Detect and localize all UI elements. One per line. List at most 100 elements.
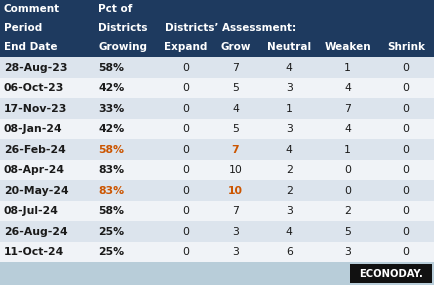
- Bar: [260, 201, 318, 221]
- Text: 0: 0: [182, 145, 189, 155]
- Bar: [94, 221, 161, 242]
- Bar: [161, 78, 210, 98]
- Text: 08-Apr-24: 08-Apr-24: [4, 165, 65, 175]
- Text: 58%: 58%: [98, 63, 124, 73]
- Bar: [161, 57, 210, 78]
- Bar: [210, 37, 260, 57]
- Bar: [349, 264, 431, 283]
- Bar: [260, 19, 318, 37]
- Bar: [376, 57, 434, 78]
- Text: 0: 0: [401, 104, 408, 114]
- Text: 3: 3: [231, 247, 238, 257]
- Bar: [0, 119, 94, 139]
- Text: 2: 2: [285, 186, 292, 196]
- Text: Shrink: Shrink: [386, 42, 424, 52]
- Bar: [318, 119, 376, 139]
- Bar: [260, 160, 318, 180]
- Text: 3: 3: [231, 227, 238, 237]
- Bar: [210, 201, 260, 221]
- Text: 7: 7: [343, 104, 350, 114]
- Bar: [210, 78, 260, 98]
- Bar: [376, 221, 434, 242]
- Bar: [210, 119, 260, 139]
- Bar: [94, 57, 161, 78]
- Text: 3: 3: [343, 247, 350, 257]
- Bar: [94, 180, 161, 201]
- Text: 25%: 25%: [98, 247, 124, 257]
- Text: 20-May-24: 20-May-24: [4, 186, 69, 196]
- Text: 4: 4: [343, 124, 350, 134]
- Bar: [161, 37, 210, 57]
- Text: 5: 5: [343, 227, 350, 237]
- Text: 4: 4: [285, 63, 292, 73]
- Text: 06-Oct-23: 06-Oct-23: [4, 83, 64, 93]
- Text: 1: 1: [285, 104, 292, 114]
- Bar: [318, 19, 376, 37]
- Bar: [0, 262, 434, 285]
- Bar: [94, 119, 161, 139]
- Bar: [0, 78, 94, 98]
- Bar: [0, 180, 94, 201]
- Text: 0: 0: [182, 165, 189, 175]
- Text: 0: 0: [182, 63, 189, 73]
- Bar: [260, 119, 318, 139]
- Text: 0: 0: [182, 227, 189, 237]
- Bar: [94, 0, 161, 19]
- Bar: [161, 160, 210, 180]
- Text: 0: 0: [401, 186, 408, 196]
- Text: Period: Period: [4, 23, 42, 33]
- Text: 5: 5: [231, 124, 238, 134]
- Text: 83%: 83%: [98, 165, 124, 175]
- Text: 33%: 33%: [98, 104, 124, 114]
- Text: 0: 0: [401, 227, 408, 237]
- Bar: [210, 160, 260, 180]
- Bar: [94, 242, 161, 262]
- Text: 2: 2: [343, 206, 350, 216]
- Text: 0: 0: [401, 165, 408, 175]
- Bar: [376, 242, 434, 262]
- Text: 0: 0: [401, 247, 408, 257]
- Text: 10: 10: [227, 186, 242, 196]
- Bar: [260, 98, 318, 119]
- Text: 0: 0: [401, 63, 408, 73]
- Text: 08-Jul-24: 08-Jul-24: [4, 206, 59, 216]
- Text: Growing: Growing: [98, 42, 147, 52]
- Bar: [318, 37, 376, 57]
- Text: 11-Oct-24: 11-Oct-24: [4, 247, 64, 257]
- Bar: [376, 37, 434, 57]
- Bar: [161, 119, 210, 139]
- Bar: [260, 180, 318, 201]
- Bar: [161, 0, 210, 19]
- Text: 0: 0: [182, 104, 189, 114]
- Bar: [94, 78, 161, 98]
- Text: ECONODAY.: ECONODAY.: [358, 269, 422, 279]
- Text: 6: 6: [285, 247, 292, 257]
- Bar: [260, 0, 318, 19]
- Text: 0: 0: [182, 124, 189, 134]
- Bar: [210, 57, 260, 78]
- Bar: [376, 180, 434, 201]
- Text: 1: 1: [343, 145, 350, 155]
- Text: 5: 5: [231, 83, 238, 93]
- Text: 58%: 58%: [98, 145, 124, 155]
- Bar: [210, 0, 260, 19]
- Bar: [161, 221, 210, 242]
- Text: 0: 0: [343, 186, 350, 196]
- Bar: [161, 98, 210, 119]
- Bar: [318, 160, 376, 180]
- Text: Pct of: Pct of: [98, 4, 132, 14]
- Bar: [376, 160, 434, 180]
- Bar: [376, 19, 434, 37]
- Bar: [94, 37, 161, 57]
- Text: 4: 4: [231, 104, 238, 114]
- Bar: [0, 0, 94, 19]
- Bar: [0, 57, 94, 78]
- Text: Districts: Districts: [98, 23, 147, 33]
- Bar: [0, 19, 94, 37]
- Bar: [260, 139, 318, 160]
- Bar: [161, 180, 210, 201]
- Text: 25%: 25%: [98, 227, 124, 237]
- Bar: [94, 160, 161, 180]
- Bar: [94, 98, 161, 119]
- Bar: [318, 0, 376, 19]
